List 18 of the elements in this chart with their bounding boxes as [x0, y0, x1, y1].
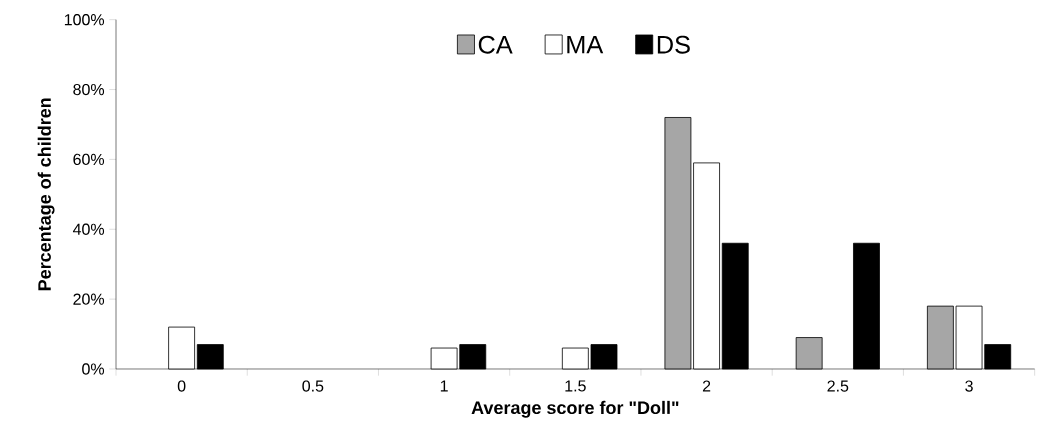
x-tick-label: 1.5: [565, 380, 586, 392]
x-tick-label: 3: [965, 380, 973, 392]
x-tick-label: 0: [177, 380, 186, 392]
y-tick-label: 80%: [73, 83, 105, 96]
x-tick-label: 0.5: [302, 380, 324, 392]
y-tick-label: 60%: [73, 153, 105, 166]
x-tick-label: 2: [702, 380, 711, 392]
x-tick-label: 1: [440, 380, 448, 392]
legend-label: CA: [478, 35, 513, 54]
y-tick-label: 100%: [64, 14, 105, 26]
y-axis-title: Percentage of children: [37, 98, 55, 291]
y-tick-label: 40%: [72, 223, 105, 235]
x-tick-label: 2.5: [827, 380, 849, 392]
y-tick-label: 20%: [73, 293, 105, 305]
y-tick-label: 0%: [82, 363, 105, 375]
legend-label: DS: [657, 35, 690, 54]
x-axis-title: Average score for "Doll": [471, 400, 679, 418]
legend-label: MA: [567, 35, 604, 54]
